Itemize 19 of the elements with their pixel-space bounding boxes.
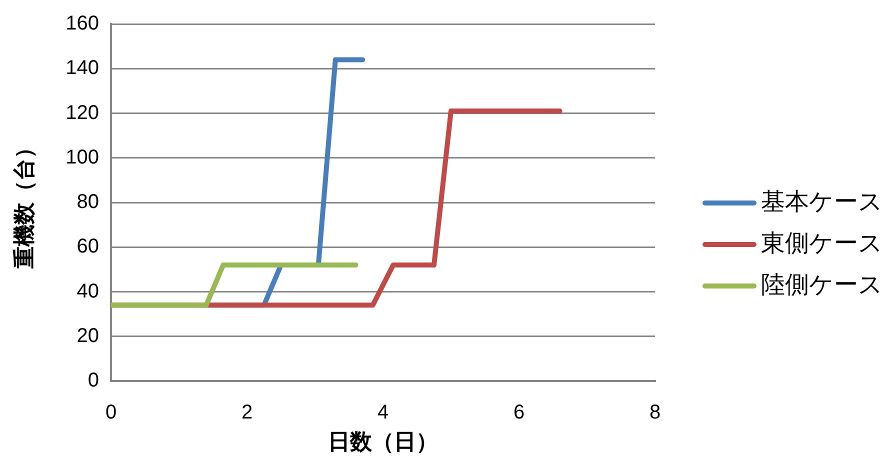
- x-tick-label: 8: [649, 402, 661, 424]
- y-tick-label: 40: [76, 280, 99, 302]
- y-tick-label: 0: [88, 370, 99, 392]
- y-tick-label: 160: [66, 12, 99, 35]
- legend-label: 東側ケース: [761, 230, 883, 258]
- x-tick-label: 2: [241, 402, 253, 424]
- y-axis-title: 重機数（台）: [11, 136, 36, 270]
- y-tick-label: 20: [76, 324, 99, 347]
- y-tick-label: 120: [66, 102, 99, 124]
- y-tick-label: 140: [66, 57, 99, 80]
- x-axis-title: 日数（日）: [328, 428, 438, 454]
- y-tick-label: 100: [66, 146, 99, 168]
- y-tick-label: 80: [76, 191, 99, 214]
- x-tick-label: 6: [513, 402, 525, 424]
- legend-label: 陸側ケース: [761, 272, 883, 299]
- y-tick-label: 60: [76, 236, 99, 258]
- legend-label: 基本ケース: [761, 188, 883, 216]
- x-tick-label: 4: [377, 402, 389, 424]
- x-tick-label: 0: [105, 402, 117, 424]
